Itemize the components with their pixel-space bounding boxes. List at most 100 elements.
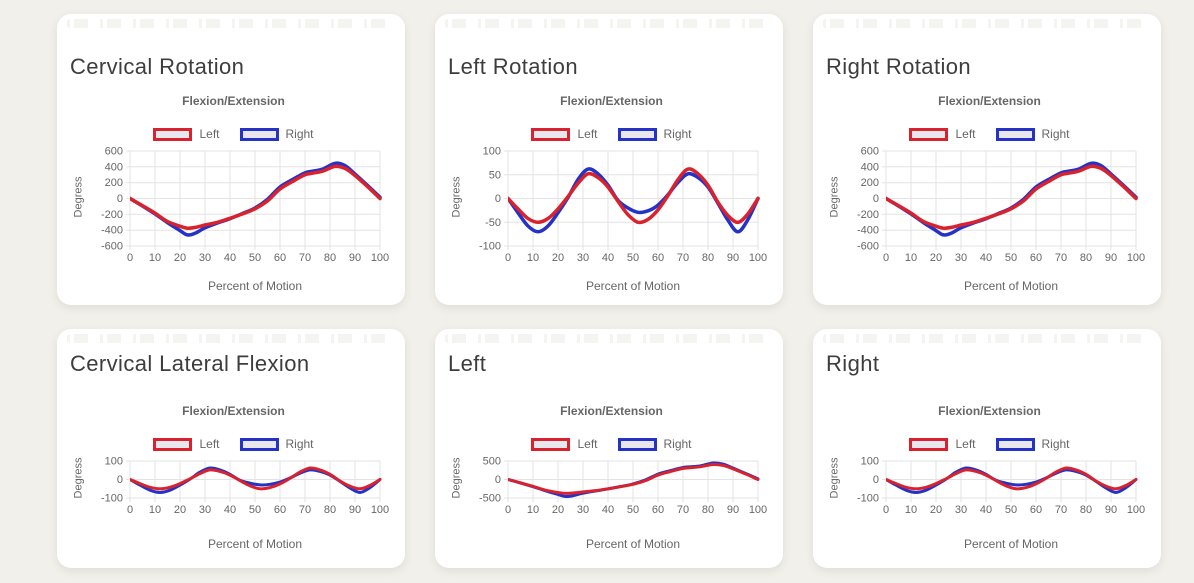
right-series-swatch <box>617 437 657 451</box>
legend-item-left[interactable]: Left <box>909 437 976 451</box>
svg-text:80: 80 <box>702 252 714 264</box>
legend-label-left: Left <box>577 437 598 451</box>
chart-area: Degress 100 0 -100 0 10 20 30 40 50 60 70 80 90 100 <box>70 455 397 519</box>
svg-text:-600: -600 <box>101 241 123 253</box>
svg-text:0: 0 <box>495 193 501 205</box>
line-chart: 600 400 200 0 -200 -400 -600 0 10 20 30 40 50 60 70 80 9… <box>101 146 389 265</box>
svg-text:400: 400 <box>861 161 879 173</box>
svg-text:50: 50 <box>1005 252 1017 264</box>
svg-text:70: 70 <box>1055 504 1067 516</box>
svg-text:40: 40 <box>980 504 992 516</box>
chart-legend: Left Right <box>826 436 1153 452</box>
chart-legend: Left Right <box>826 126 1153 142</box>
svg-text:0: 0 <box>873 193 879 205</box>
svg-text:90: 90 <box>1105 252 1117 264</box>
y-axis-title: Degress <box>72 176 84 218</box>
left-series-swatch <box>531 127 571 141</box>
legend-item-right[interactable]: Right <box>995 127 1070 141</box>
svg-text:600: 600 <box>861 146 879 158</box>
svg-text:-100: -100 <box>479 241 501 253</box>
chart-area: Degress 100 50 0 -50 -100 0 10 20 30 40 50 60 70 80 90… <box>448 145 775 267</box>
legend-label-right: Right <box>285 437 314 451</box>
legend-item-left[interactable]: Left <box>153 127 220 141</box>
svg-text:20: 20 <box>174 504 186 516</box>
card-title: Right Rotation <box>826 54 972 79</box>
chart-area: Degress 500 0 -500 0 10 20 30 40 50 60 70 80 90 100 <box>448 455 775 519</box>
legend-item-right[interactable]: Right <box>239 127 314 141</box>
svg-text:10: 10 <box>905 252 917 264</box>
svg-text:50: 50 <box>249 504 261 516</box>
legend-item-right[interactable]: Right <box>239 437 314 451</box>
svg-text:0: 0 <box>873 474 879 486</box>
card-right: Right Flexion/Extension Left Right Degre… <box>813 329 1161 568</box>
svg-text:90: 90 <box>727 252 739 264</box>
legend-label-right: Right <box>663 437 692 451</box>
line-chart: 100 0 -100 0 10 20 30 40 50 60 70 80 90 100 <box>857 456 1145 517</box>
svg-text:30: 30 <box>955 504 967 516</box>
chart-subtitle: Flexion/Extension <box>938 94 1041 108</box>
legend-label-left: Left <box>955 437 976 451</box>
svg-text:40: 40 <box>224 504 236 516</box>
legend-label-right: Right <box>285 127 314 141</box>
svg-text:90: 90 <box>349 504 361 516</box>
x-axis-title: Percent of Motion <box>585 537 681 551</box>
chart-subtitle: Flexion/Extension <box>560 94 663 108</box>
svg-text:-500: -500 <box>479 493 501 505</box>
card-title: Cervical Rotation <box>70 54 245 79</box>
chart-legend: Left Right <box>70 436 397 452</box>
card-title: Left <box>448 351 487 376</box>
y-axis-title: Degress <box>828 457 840 499</box>
legend-item-right[interactable]: Right <box>617 437 692 451</box>
svg-text:90: 90 <box>1105 504 1117 516</box>
card-title: Cervical Lateral Flexion <box>70 351 310 376</box>
svg-text:100: 100 <box>105 456 123 468</box>
svg-text:50: 50 <box>249 252 261 264</box>
svg-text:10: 10 <box>905 504 917 516</box>
svg-text:40: 40 <box>602 504 614 516</box>
svg-text:60: 60 <box>274 504 286 516</box>
svg-text:-100: -100 <box>101 493 123 505</box>
line-chart: 600 400 200 0 -200 -400 -600 0 10 20 30 40 50 60 70 80 9… <box>857 146 1145 265</box>
chart-area: Degress 100 0 -100 0 10 20 30 40 50 60 70 80 90 100 <box>826 455 1153 519</box>
legend-item-left[interactable]: Left <box>531 127 598 141</box>
svg-text:100: 100 <box>1127 504 1145 516</box>
svg-text:70: 70 <box>677 504 689 516</box>
svg-text:10: 10 <box>527 504 539 516</box>
svg-text:0: 0 <box>495 474 501 486</box>
right-series-swatch <box>995 127 1035 141</box>
svg-text:80: 80 <box>1080 252 1092 264</box>
svg-text:60: 60 <box>1030 504 1042 516</box>
x-axis-title: Percent of Motion <box>963 537 1059 551</box>
chart-area: Degress 600 400 200 0 -200 -400 -600 0 10 20 30 40 5… <box>826 145 1153 267</box>
x-axis-title: Percent of Motion <box>207 537 303 551</box>
svg-text:40: 40 <box>980 252 992 264</box>
svg-text:-200: -200 <box>857 209 879 221</box>
svg-text:20: 20 <box>552 504 564 516</box>
chart-legend: Left Right <box>70 126 397 142</box>
chart-legend: Left Right <box>448 436 775 452</box>
legend-item-left[interactable]: Left <box>153 437 220 451</box>
svg-text:30: 30 <box>955 252 967 264</box>
svg-text:100: 100 <box>483 146 501 158</box>
legend-item-left[interactable]: Left <box>909 127 976 141</box>
svg-text:200: 200 <box>861 177 879 189</box>
legend-item-left[interactable]: Left <box>531 437 598 451</box>
legend-item-right[interactable]: Right <box>995 437 1070 451</box>
svg-text:50: 50 <box>1005 504 1017 516</box>
svg-text:0: 0 <box>127 252 133 264</box>
svg-text:100: 100 <box>749 252 767 264</box>
svg-text:70: 70 <box>299 504 311 516</box>
svg-text:100: 100 <box>749 504 767 516</box>
x-axis-title: Percent of Motion <box>963 279 1059 293</box>
svg-text:20: 20 <box>552 252 564 264</box>
left-series-swatch <box>153 437 193 451</box>
right-series-swatch <box>239 127 279 141</box>
card-cervical-lateral-flexion: Cervical Lateral Flexion Flexion/Extensi… <box>57 329 405 568</box>
svg-text:80: 80 <box>324 504 336 516</box>
svg-text:0: 0 <box>117 474 123 486</box>
svg-text:30: 30 <box>577 252 589 264</box>
svg-text:100: 100 <box>371 504 389 516</box>
legend-item-right[interactable]: Right <box>617 127 692 141</box>
x-axis-title: Percent of Motion <box>207 279 303 293</box>
svg-text:90: 90 <box>727 504 739 516</box>
